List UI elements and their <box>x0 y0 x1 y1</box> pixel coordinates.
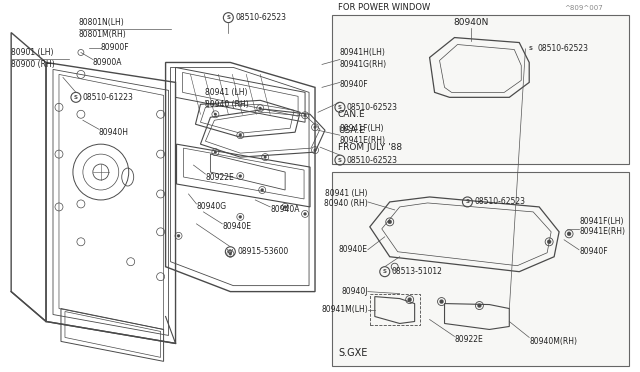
Circle shape <box>284 205 287 208</box>
Text: 80941F(LH): 80941F(LH) <box>340 124 385 133</box>
Circle shape <box>314 149 317 152</box>
Circle shape <box>239 174 242 177</box>
Text: 80922E: 80922E <box>454 335 483 344</box>
Text: 80940M(RH): 80940M(RH) <box>529 337 577 346</box>
Text: S: S <box>338 158 342 163</box>
Text: S.GXE: S.GXE <box>338 348 367 358</box>
Text: 80801N(LH): 80801N(LH) <box>79 18 125 27</box>
Text: 80940G: 80940G <box>196 202 227 211</box>
Text: S: S <box>529 46 532 51</box>
Text: 80940A: 80940A <box>270 205 300 214</box>
Text: ^809^007: ^809^007 <box>564 5 603 11</box>
Text: S: S <box>465 199 470 205</box>
Circle shape <box>177 234 180 237</box>
Text: 80941E(RH): 80941E(RH) <box>579 227 625 236</box>
Text: 80940H: 80940H <box>99 128 129 137</box>
Text: 08915-53600: 08915-53600 <box>237 247 289 256</box>
Circle shape <box>314 126 317 129</box>
Text: 80801M(RH): 80801M(RH) <box>79 30 127 39</box>
Text: 80941M(LH): 80941M(LH) <box>321 305 368 314</box>
Circle shape <box>408 298 412 302</box>
Text: S: S <box>227 15 230 20</box>
Text: 80941G(RH): 80941G(RH) <box>340 60 387 69</box>
Text: 80940J: 80940J <box>341 287 368 296</box>
Text: 80941 (LH): 80941 (LH) <box>325 189 368 199</box>
Text: 08510-62523: 08510-62523 <box>347 155 398 164</box>
Text: 80901 (LH): 80901 (LH) <box>11 48 54 57</box>
Circle shape <box>229 252 232 255</box>
Circle shape <box>477 304 481 308</box>
Text: 80940N: 80940N <box>454 18 489 27</box>
Text: 80940 (RH): 80940 (RH) <box>324 199 368 208</box>
Text: 08510-62523: 08510-62523 <box>474 198 525 206</box>
Bar <box>332 172 629 366</box>
Text: 08510-62523: 08510-62523 <box>236 13 286 22</box>
Text: USA.E: USA.E <box>338 126 365 135</box>
Text: 80900A: 80900A <box>93 58 122 67</box>
Text: 80900 (RH): 80900 (RH) <box>11 60 55 69</box>
Text: 80940 (RH): 80940 (RH) <box>205 100 249 109</box>
Circle shape <box>440 299 444 304</box>
Text: FOR POWER WINDOW: FOR POWER WINDOW <box>338 3 430 12</box>
Text: 80922E: 80922E <box>205 173 234 182</box>
Circle shape <box>239 215 242 218</box>
Text: FROM JULY '88: FROM JULY '88 <box>338 142 402 152</box>
Text: W: W <box>227 249 234 254</box>
Circle shape <box>303 114 307 117</box>
Text: 08510-62523: 08510-62523 <box>538 44 588 53</box>
Text: 80941F(LH): 80941F(LH) <box>579 217 623 227</box>
Circle shape <box>547 240 551 244</box>
Circle shape <box>239 134 242 137</box>
Text: CAN.E: CAN.E <box>338 110 365 119</box>
Text: 08513-51012: 08513-51012 <box>392 267 443 276</box>
Text: 80900F: 80900F <box>101 43 129 52</box>
Circle shape <box>259 107 262 110</box>
Circle shape <box>567 232 571 236</box>
Circle shape <box>264 155 267 158</box>
Text: S: S <box>74 95 78 100</box>
Text: 80941 (LH): 80941 (LH) <box>205 88 248 97</box>
Text: 80940E: 80940E <box>222 222 252 231</box>
Text: 80940E: 80940E <box>339 245 368 254</box>
Text: 80940F: 80940F <box>340 80 369 89</box>
Text: 08510-61223: 08510-61223 <box>83 93 134 102</box>
Text: 80940F: 80940F <box>579 247 607 256</box>
Bar <box>332 15 629 164</box>
Circle shape <box>214 113 217 116</box>
Circle shape <box>260 189 264 192</box>
Circle shape <box>388 220 392 224</box>
Text: 08510-62523: 08510-62523 <box>347 103 398 112</box>
Circle shape <box>303 212 307 215</box>
Text: 80941H(LH): 80941H(LH) <box>340 48 386 57</box>
Text: S: S <box>383 269 387 274</box>
Circle shape <box>214 151 217 154</box>
Bar <box>370 294 420 326</box>
Text: 80941E(RH): 80941E(RH) <box>340 136 386 145</box>
Text: S: S <box>338 105 342 110</box>
